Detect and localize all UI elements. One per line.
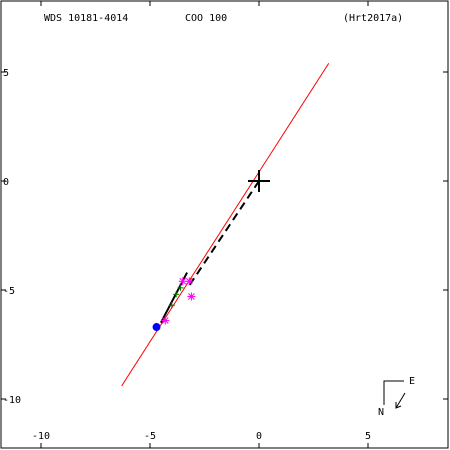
x-tick-label: 5 (365, 431, 371, 442)
orbit-line (121, 63, 330, 387)
y-axis-ticks: 5 0 -5 -10 (1, 68, 448, 406)
compass-direction-arrow-head (395, 402, 402, 409)
primary-star-cross-marker (248, 170, 270, 192)
compass-north-label: N (378, 407, 384, 418)
dot-observation-marker (152, 323, 161, 332)
asterisk-observation-marker (185, 277, 194, 286)
observation-markers (152, 277, 196, 332)
compass-direction-arrow-shaft (395, 392, 406, 409)
plus-observation-marker (177, 284, 184, 291)
residual-dashed-path (188, 180, 260, 287)
x-tick-label: 0 (256, 431, 262, 442)
compass: N E (378, 376, 415, 418)
y-tick-label: 0 (3, 177, 9, 188)
plus-observation-marker (168, 302, 175, 309)
y-tick-label: -10 (3, 395, 21, 406)
reference-label: (Hrt2017a) (343, 13, 403, 24)
x-axis-ticks: -10 -5 0 5 (32, 1, 371, 448)
x-tick-label: -5 (144, 431, 156, 442)
x-tick-label: -10 (32, 431, 50, 442)
compass-arms (383, 380, 404, 405)
observer-code-label: COO 100 (185, 13, 227, 24)
compass-east-label: E (409, 376, 415, 387)
wds-id-label: WDS 10181-4014 (44, 13, 128, 24)
y-tick-label: 5 (3, 68, 9, 79)
asterisk-observation-marker (161, 316, 170, 325)
asterisk-observation-marker (187, 292, 196, 301)
y-tick-label: -5 (3, 286, 15, 297)
plus-observation-marker (173, 291, 180, 298)
